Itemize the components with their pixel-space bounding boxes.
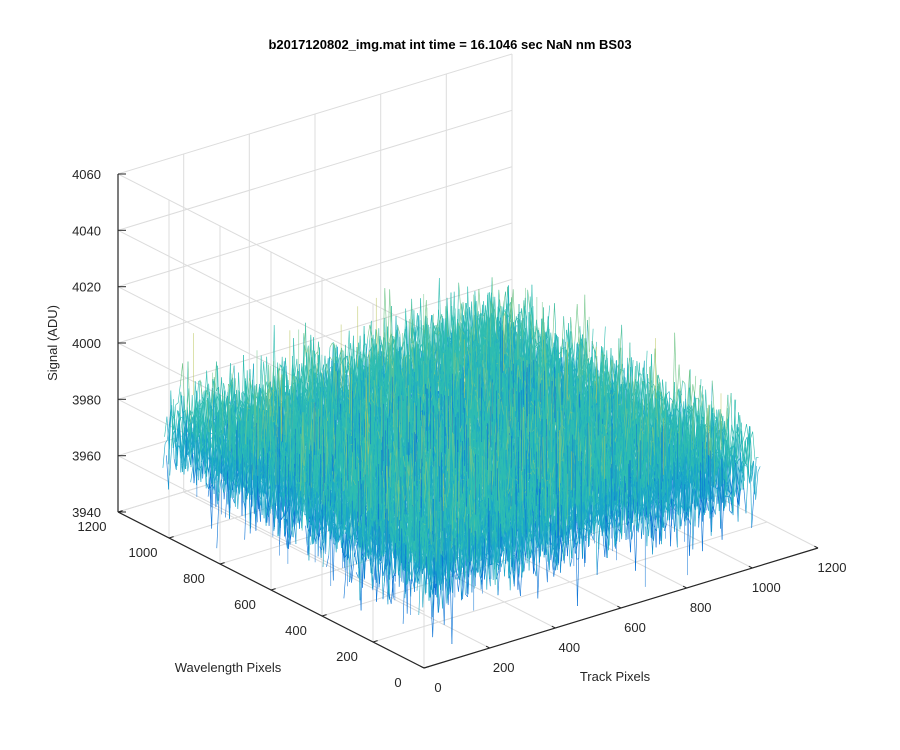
surface-segment	[338, 349, 342, 358]
surface-segment	[173, 404, 177, 430]
grid-line	[117, 53, 513, 175]
surface-segment	[164, 439, 168, 444]
surface-segment	[167, 421, 170, 440]
grid-line	[117, 166, 513, 288]
surface-segment	[170, 390, 174, 448]
surface-segment	[402, 329, 406, 347]
surface-segment	[204, 370, 207, 406]
surface-segment	[170, 413, 173, 417]
surface-segment	[368, 320, 372, 349]
surface-segment	[164, 416, 168, 437]
surface-segment	[162, 443, 166, 468]
surface-segment	[166, 455, 169, 490]
surface-segment	[199, 379, 203, 395]
surface-segment	[473, 301, 477, 331]
surface-segment	[190, 465, 194, 483]
surface-segment	[175, 402, 179, 405]
surface-segment	[180, 363, 183, 386]
surface-segment	[206, 482, 209, 490]
surface-segment	[168, 390, 172, 490]
surface-segment	[503, 291, 506, 307]
surface-segment	[439, 313, 443, 323]
surface-segment	[177, 384, 181, 404]
surface-segment	[527, 289, 531, 311]
surface-mesh	[162, 277, 761, 645]
surface-segment	[167, 414, 171, 465]
surface-segment	[171, 405, 175, 459]
grid-line	[117, 109, 513, 231]
grid-line	[372, 521, 768, 643]
grid-line	[117, 278, 513, 400]
surface-segment	[329, 356, 333, 361]
surface-segment	[201, 394, 205, 406]
surface-segment	[329, 342, 333, 348]
surface-segment	[458, 282, 462, 313]
grid-line	[117, 222, 513, 344]
grid-line	[117, 173, 425, 331]
surface-segment	[367, 324, 371, 339]
